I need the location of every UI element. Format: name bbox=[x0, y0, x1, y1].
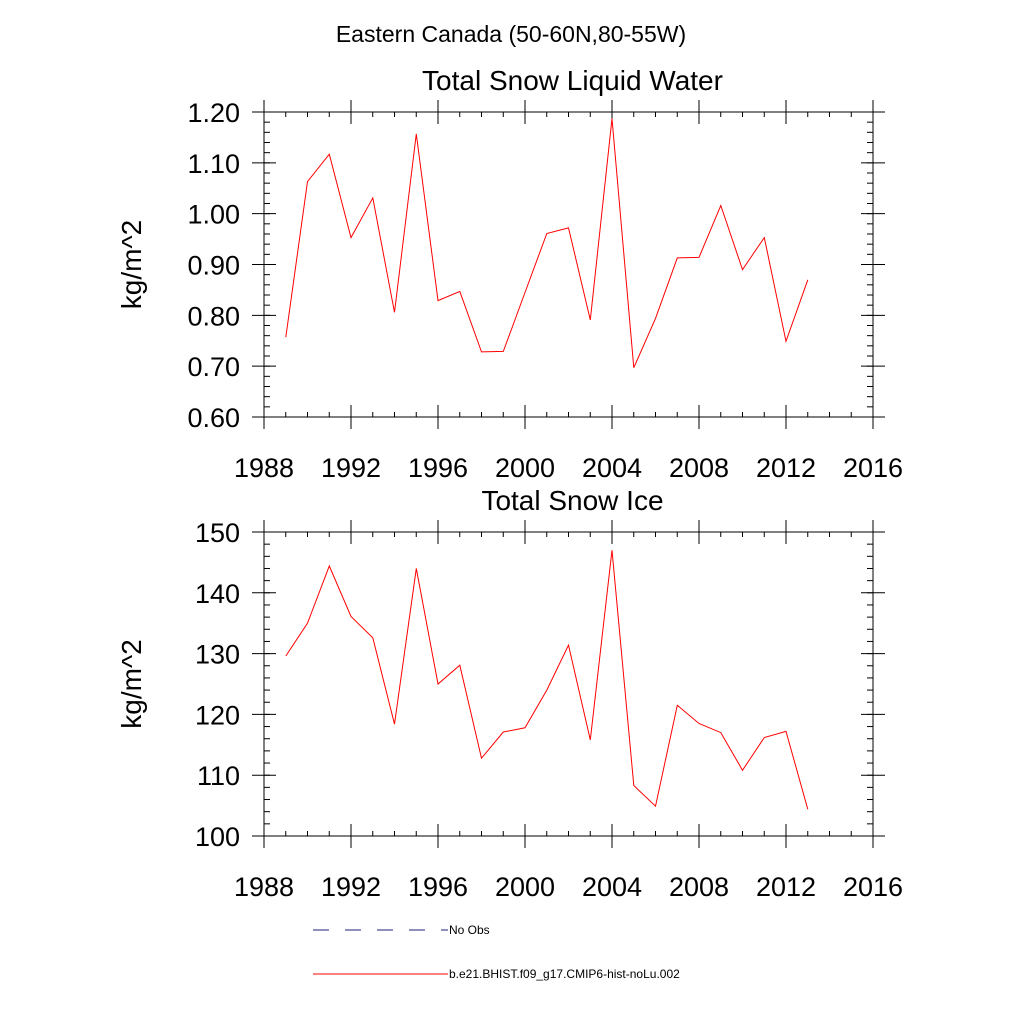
y-tick-label: 1.10 bbox=[187, 149, 240, 179]
x-tick-label: 2012 bbox=[756, 872, 816, 902]
y-tick-label: 150 bbox=[195, 518, 240, 548]
figure-title: Eastern Canada (50-60N,80-55W) bbox=[336, 21, 686, 47]
x-tick-label: 2016 bbox=[843, 453, 903, 483]
x-tick-label: 1992 bbox=[321, 872, 381, 902]
x-tick-label: 2008 bbox=[669, 453, 729, 483]
y-tick-label: 0.70 bbox=[187, 352, 240, 382]
y-axis-title: kg/m^2 bbox=[116, 220, 147, 309]
x-tick-label: 2012 bbox=[756, 453, 816, 483]
y-tick-label: 120 bbox=[195, 700, 240, 730]
y-tick-label: 0.80 bbox=[187, 301, 240, 331]
panel-snow-ice: 1988 1992 1996 2000 2004 2008 2012 2016 100 110 12… bbox=[116, 485, 903, 902]
x-tick-label: 2016 bbox=[843, 872, 903, 902]
y-tick-label: 140 bbox=[195, 579, 240, 609]
panel-title: Total Snow Liquid Water bbox=[422, 65, 723, 96]
legend: No Obs b.e21.BHIST.f09_g17.CMIP6-hist-no… bbox=[313, 923, 680, 981]
x-tick-label: 1996 bbox=[408, 453, 468, 483]
x-tick-label: 1988 bbox=[234, 453, 294, 483]
series-line bbox=[285, 118, 809, 368]
series-line bbox=[285, 550, 809, 810]
x-tick-label: 2000 bbox=[495, 872, 555, 902]
x-tick-label: 2000 bbox=[495, 453, 555, 483]
y-axis-title: kg/m^2 bbox=[116, 639, 147, 728]
legend-label-model-run: b.e21.BHIST.f09_g17.CMIP6-hist-noLu.002 bbox=[449, 967, 680, 981]
y-tick-label: 110 bbox=[197, 761, 240, 791]
panel-snow-liquid-water: 1988 1992 1996 2000 2004 2008 2012 2016 0.60 0.70… bbox=[116, 65, 903, 483]
y-tick-label: 100 bbox=[195, 822, 240, 852]
y-tick-label: 1.20 bbox=[187, 98, 240, 128]
y-tick-label: 1.00 bbox=[187, 200, 240, 230]
x-tick-label: 2004 bbox=[582, 453, 642, 483]
x-tick-label: 1996 bbox=[408, 872, 468, 902]
y-tick-label: 130 bbox=[195, 640, 240, 670]
legend-entry-model-run: b.e21.BHIST.f09_g17.CMIP6-hist-noLu.002 bbox=[313, 967, 680, 981]
legend-label-no-obs: No Obs bbox=[449, 923, 490, 937]
x-tick-label: 1992 bbox=[321, 453, 381, 483]
plot-frame bbox=[263, 531, 874, 837]
y-tick-label: 0.90 bbox=[187, 251, 240, 281]
legend-entry-no-obs: No Obs bbox=[313, 923, 490, 937]
panel-title: Total Snow Ice bbox=[481, 485, 663, 516]
x-tick-label: 2008 bbox=[669, 872, 729, 902]
plot-frame bbox=[263, 111, 874, 418]
x-tick-label: 1988 bbox=[234, 872, 294, 902]
x-tick-label: 2004 bbox=[582, 872, 642, 902]
y-tick-label: 0.60 bbox=[187, 403, 240, 433]
